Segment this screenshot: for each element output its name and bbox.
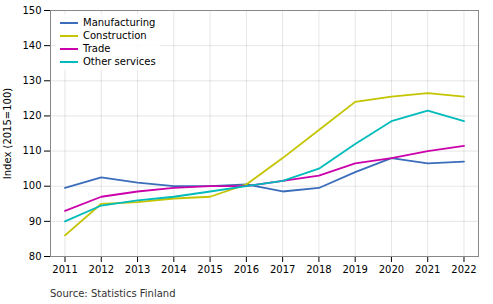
html-text:Construction: Construction: [83, 30, 147, 41]
svg-text:140: 140: [22, 40, 41, 51]
svg-text:2018: 2018: [306, 264, 331, 275]
svg-text:120: 120: [22, 110, 41, 121]
svg-text:80: 80: [29, 251, 42, 262]
svg-text:150: 150: [22, 5, 41, 16]
svg-text:2013: 2013: [125, 264, 150, 275]
svg-text:2012: 2012: [89, 264, 114, 275]
svg-text:110: 110: [22, 145, 41, 156]
svg-text:2016: 2016: [234, 264, 259, 275]
svg-text:2021: 2021: [415, 264, 440, 275]
svg-text:2017: 2017: [270, 264, 295, 275]
svg-text:90: 90: [29, 216, 42, 227]
html-text:Manufacturing: Manufacturing: [83, 17, 156, 28]
svg-text:2011: 2011: [52, 264, 77, 275]
svg-text:2015: 2015: [197, 264, 222, 275]
svg-text:2019: 2019: [342, 264, 367, 275]
html-text:Other services: Other services: [83, 56, 156, 67]
svg-text:2014: 2014: [161, 264, 186, 275]
svg-text:Index (2015=100): Index (2015=100): [2, 88, 13, 180]
svg-text:100: 100: [22, 180, 41, 191]
html-text:Source: Statistics Finland: Source: Statistics Finland: [50, 288, 176, 299]
svg-text:130: 130: [22, 75, 41, 86]
svg-text:2022: 2022: [451, 264, 476, 275]
svg-text:2020: 2020: [379, 264, 404, 275]
html-text:Trade: Trade: [83, 43, 111, 54]
